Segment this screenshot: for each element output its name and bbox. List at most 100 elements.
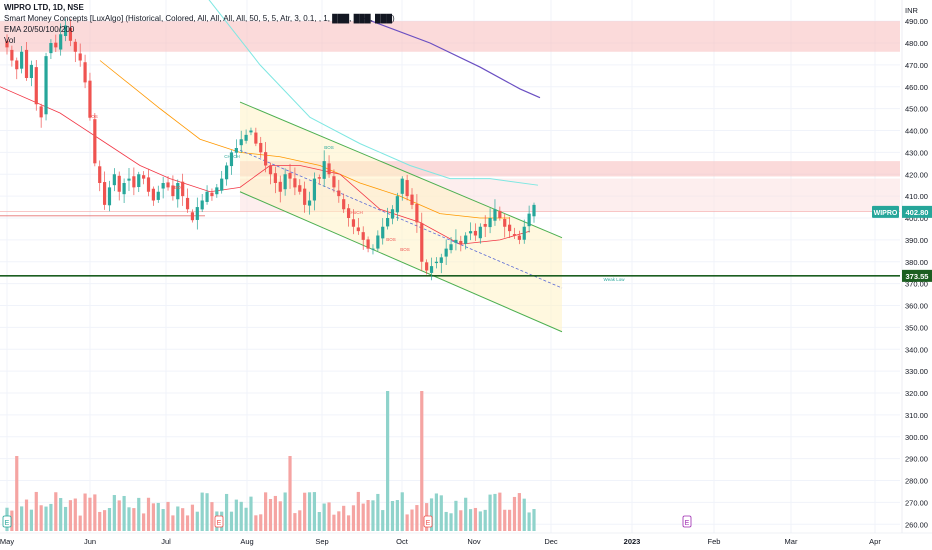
candle-body bbox=[342, 199, 346, 210]
candle-body bbox=[381, 226, 385, 239]
volume-bar bbox=[166, 501, 170, 531]
structure-label: CHoCH bbox=[224, 154, 240, 159]
volume-bar bbox=[98, 511, 102, 531]
candle-body bbox=[503, 218, 507, 227]
volume-bar bbox=[132, 508, 136, 531]
volume-bar bbox=[317, 511, 321, 531]
candle-body bbox=[112, 174, 116, 186]
currency-label: INR bbox=[905, 6, 919, 15]
candle-body bbox=[117, 175, 121, 192]
candle-body bbox=[83, 62, 87, 83]
candle-body bbox=[68, 27, 73, 41]
volume-bar bbox=[434, 493, 439, 531]
time-tick-label: 2023 bbox=[624, 537, 641, 546]
volume-bar bbox=[49, 503, 53, 531]
time-tick-label: Mar bbox=[785, 537, 798, 546]
volume-bar bbox=[307, 492, 312, 531]
candle-body bbox=[215, 187, 219, 195]
volume-bar bbox=[68, 500, 73, 531]
ema50-line bbox=[99, 60, 510, 219]
structure-label: BOS bbox=[400, 247, 410, 252]
volume-bar bbox=[293, 513, 297, 531]
candle-body bbox=[303, 188, 307, 205]
volume-bar bbox=[254, 515, 258, 531]
candle-body bbox=[102, 182, 107, 205]
volume-bar bbox=[34, 491, 38, 531]
price-tick-label: 440.00 bbox=[905, 127, 928, 136]
candle-body bbox=[166, 182, 170, 188]
price-tick-label: 380.00 bbox=[905, 258, 928, 267]
volume-bar bbox=[93, 494, 97, 531]
candle-body bbox=[264, 152, 268, 166]
candle-body bbox=[429, 266, 434, 273]
volume-bar bbox=[63, 506, 68, 531]
candle-body bbox=[24, 49, 29, 78]
volume-bar bbox=[312, 492, 317, 531]
volume-bar bbox=[137, 497, 141, 531]
volume-bar bbox=[161, 509, 165, 531]
candle-body bbox=[351, 219, 356, 227]
volume-bar bbox=[464, 497, 468, 531]
volume-bar bbox=[10, 510, 14, 531]
volume-bar bbox=[468, 509, 473, 531]
indicator-legend[interactable]: Smart Money Concepts [LuxAlgo] (Historic… bbox=[4, 14, 395, 23]
volume-bar bbox=[102, 510, 107, 531]
volume-bars bbox=[5, 391, 536, 531]
volume-bar bbox=[512, 496, 517, 531]
volume-bar bbox=[459, 510, 463, 531]
ema200-line bbox=[359, 16, 541, 99]
candle-body bbox=[195, 207, 199, 220]
earnings-icon bbox=[423, 515, 433, 528]
last-price-value: 402.80 bbox=[906, 208, 929, 217]
volume-bar bbox=[429, 498, 434, 531]
time-tick-label: Feb bbox=[708, 537, 721, 546]
candle-body bbox=[400, 178, 404, 194]
earnings-icon-label: E bbox=[685, 520, 690, 527]
candle-body bbox=[63, 25, 68, 37]
ema-legend[interactable]: EMA 20/50/100/200 bbox=[4, 25, 75, 34]
support-price-value: 373.55 bbox=[906, 272, 929, 281]
volume-bar bbox=[532, 509, 536, 531]
volume-legend[interactable]: Vol bbox=[4, 36, 16, 45]
price-tick-label: 360.00 bbox=[905, 302, 928, 311]
volume-bar bbox=[205, 493, 209, 531]
volume-bar bbox=[498, 492, 502, 531]
candle-body bbox=[390, 209, 395, 219]
price-tick-label: 270.00 bbox=[905, 498, 928, 507]
price-tick-label: 410.00 bbox=[905, 192, 928, 201]
candle-body bbox=[464, 235, 468, 244]
volume-bar bbox=[337, 511, 341, 531]
earnings-icon-label: E bbox=[426, 520, 431, 527]
volume-bar bbox=[39, 505, 43, 531]
volume-bar bbox=[24, 499, 29, 531]
volume-bar bbox=[527, 512, 531, 531]
candle-body bbox=[132, 176, 136, 188]
price-tick-label: 490.00 bbox=[905, 17, 928, 26]
candle-body bbox=[527, 213, 531, 227]
volume-bar bbox=[78, 515, 82, 531]
time-tick-label: Sep bbox=[315, 537, 328, 546]
last-price-badge bbox=[902, 205, 932, 218]
candle-body bbox=[171, 185, 175, 197]
candle-body bbox=[508, 224, 512, 232]
time-axis: May Jun Jul Aug Sep Oct Nov Dec 2023 Feb Mar Apr bbox=[0, 532, 932, 546]
volume-bar bbox=[59, 498, 63, 531]
volume-bar bbox=[327, 502, 331, 531]
price-tick-label: 370.00 bbox=[905, 280, 928, 289]
candle-body bbox=[10, 49, 14, 61]
candle-body bbox=[346, 208, 351, 218]
volume-bar bbox=[273, 495, 277, 531]
earnings-icon bbox=[682, 515, 692, 528]
candle-body bbox=[200, 200, 204, 210]
candle-body bbox=[356, 227, 360, 232]
candle-body bbox=[181, 181, 185, 197]
candle-body bbox=[15, 60, 19, 70]
volume-bar bbox=[522, 498, 526, 531]
volume-bar bbox=[478, 511, 482, 531]
volume-bar bbox=[107, 508, 112, 531]
volume-bar bbox=[439, 495, 443, 531]
price-tick-label: 450.00 bbox=[905, 105, 928, 114]
candle-body bbox=[312, 178, 317, 201]
